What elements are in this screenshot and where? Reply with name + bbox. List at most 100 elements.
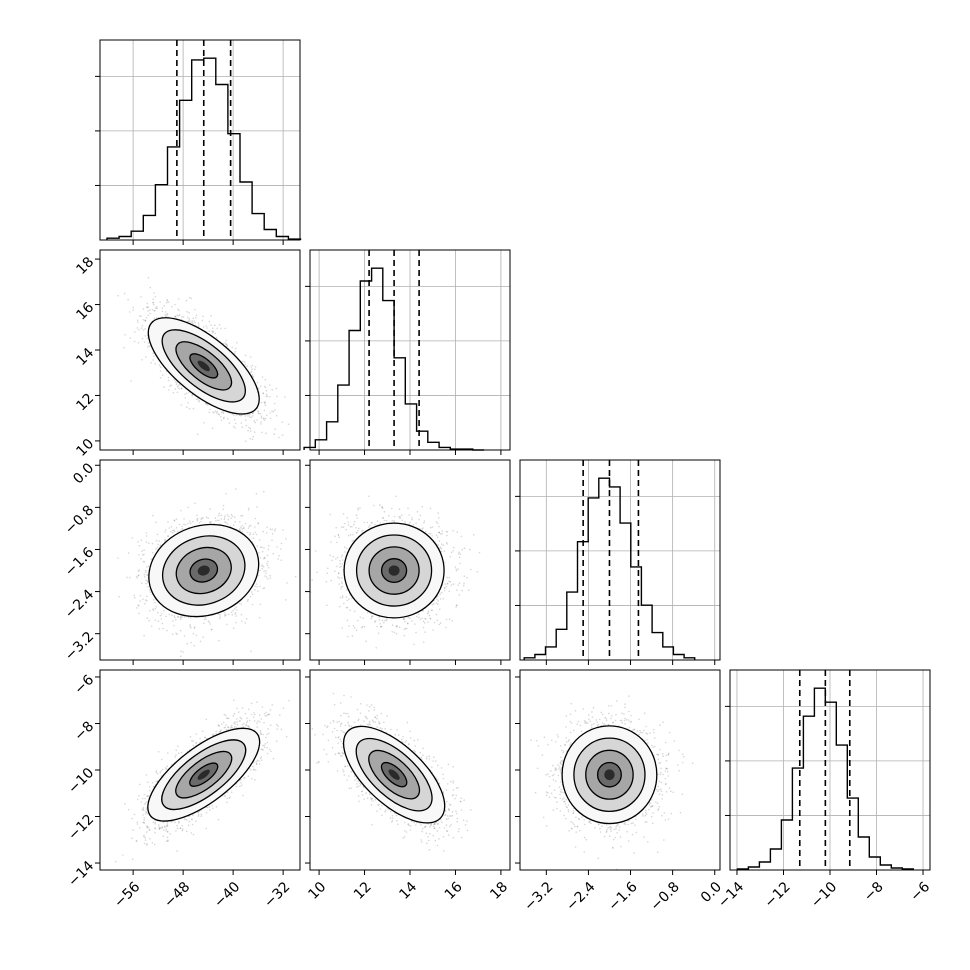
sample-point <box>188 520 191 522</box>
sample-point <box>163 304 166 307</box>
sample-point <box>274 428 276 431</box>
sample-point <box>133 596 136 599</box>
sample-point <box>142 598 144 601</box>
sample-point <box>139 594 142 597</box>
sample-point <box>250 366 252 368</box>
sample-point <box>191 320 193 322</box>
sample-point <box>206 327 208 329</box>
sample-point <box>272 410 275 413</box>
sample-point <box>156 546 159 549</box>
sample-point <box>163 610 165 612</box>
sample-point <box>194 626 196 628</box>
sample-point <box>231 613 234 616</box>
sample-point <box>186 406 188 408</box>
sample-point <box>178 309 180 312</box>
sample-point <box>177 298 180 300</box>
sample-point <box>234 350 236 353</box>
sample-point <box>234 520 236 523</box>
sample-point <box>180 650 182 652</box>
sample-point <box>160 618 163 620</box>
sample-point <box>269 384 271 386</box>
sample-point <box>242 527 245 530</box>
sample-point <box>206 404 209 406</box>
sample-point <box>250 430 252 432</box>
sample-point <box>149 591 152 593</box>
sample-point <box>263 570 265 573</box>
sample-point <box>215 412 218 414</box>
sample-point <box>173 624 175 627</box>
sample-point <box>222 411 224 413</box>
sample-point <box>179 616 182 618</box>
sample-point <box>138 315 141 317</box>
sample-point <box>117 294 119 297</box>
sample-point <box>210 314 212 317</box>
sample-point <box>153 309 156 312</box>
sample-point <box>145 569 147 572</box>
sample-point <box>137 321 139 324</box>
sample-point <box>152 609 155 611</box>
sample-point <box>251 368 253 370</box>
sample-point <box>180 509 182 512</box>
sample-point <box>136 607 138 609</box>
sample-point <box>187 522 189 525</box>
sample-point <box>225 493 227 495</box>
sample-point <box>186 642 188 645</box>
sample-point <box>154 295 157 298</box>
sample-point <box>147 306 149 309</box>
sample-point <box>217 613 220 616</box>
sample-point <box>142 319 145 321</box>
sample-point <box>182 528 184 531</box>
sample-point <box>281 421 284 424</box>
sample-point <box>138 544 141 547</box>
sample-point <box>223 518 226 521</box>
sample-point <box>209 521 211 523</box>
sample-point <box>176 386 179 388</box>
sample-point <box>158 540 160 542</box>
sample-point <box>181 525 183 528</box>
sample-point <box>127 298 129 301</box>
sample-point <box>174 303 176 306</box>
sample-point <box>212 330 215 333</box>
sample-point <box>238 602 240 605</box>
sample-point <box>224 611 226 614</box>
sample-point <box>245 419 247 421</box>
sample-point <box>163 386 165 388</box>
sample-point <box>138 329 140 331</box>
sample-point <box>260 415 263 418</box>
sample-point <box>266 564 269 567</box>
sample-point <box>243 361 246 364</box>
sample-point <box>251 438 254 441</box>
sample-point <box>183 616 186 618</box>
sample-point <box>176 314 179 317</box>
sample-point <box>274 528 277 530</box>
sample-point <box>250 416 253 419</box>
sample-point <box>248 413 251 416</box>
sample-point <box>153 599 155 601</box>
sample-point <box>178 387 180 390</box>
sample-point <box>256 545 259 547</box>
sample-point <box>146 337 148 340</box>
sample-point <box>207 620 210 622</box>
sample-point <box>152 514 154 517</box>
sample-point <box>196 514 198 517</box>
sample-point <box>195 314 198 317</box>
sample-point <box>267 548 270 551</box>
sample-point <box>219 616 221 618</box>
sample-point <box>249 533 251 536</box>
sample-point <box>158 628 161 630</box>
sample-point <box>155 548 157 550</box>
sample-point <box>179 629 182 632</box>
sample-point <box>266 554 269 557</box>
sample-point <box>136 327 139 329</box>
sample-point <box>123 292 126 295</box>
sample-point <box>257 590 259 592</box>
sample-point <box>170 530 172 533</box>
sample-point <box>253 431 256 433</box>
sample-point <box>148 542 150 544</box>
sample-point <box>224 515 226 517</box>
sample-point <box>141 337 144 340</box>
sample-point <box>273 402 276 405</box>
sample-point <box>146 306 149 308</box>
sample-point <box>255 583 258 585</box>
sample-point <box>257 574 260 577</box>
